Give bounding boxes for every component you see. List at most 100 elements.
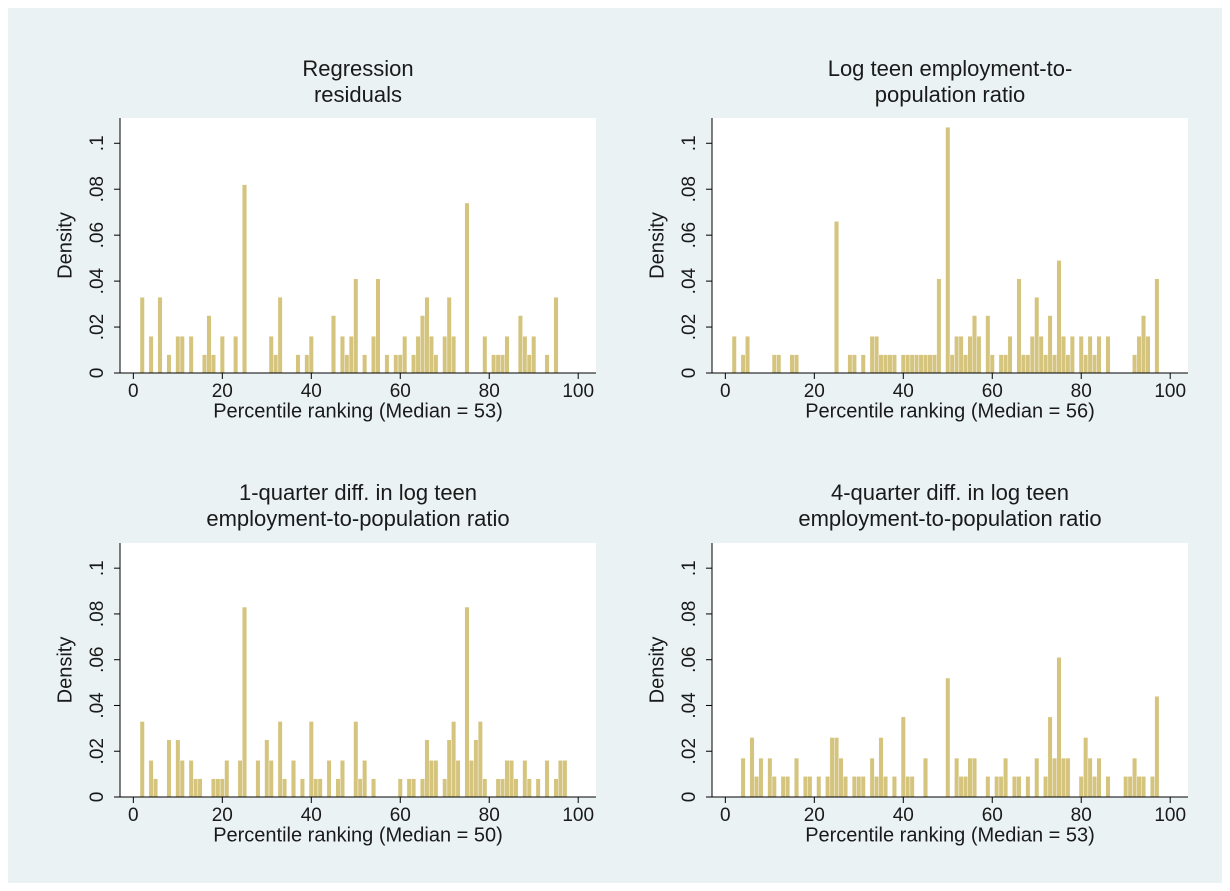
bar <box>313 778 319 798</box>
bar <box>1061 757 1066 798</box>
x-tick-label: 60 <box>390 381 411 402</box>
bar <box>860 776 866 798</box>
bar <box>905 776 911 798</box>
bar <box>785 776 791 798</box>
bar <box>1087 757 1093 798</box>
x-tick-label: 60 <box>390 805 411 826</box>
bar <box>295 354 301 374</box>
bar <box>891 354 897 374</box>
bar <box>794 354 799 374</box>
bar <box>869 336 875 374</box>
bar <box>326 760 332 798</box>
bar <box>771 354 777 374</box>
y-axis-label: Density <box>646 637 668 704</box>
bar <box>900 716 906 798</box>
bar <box>424 739 430 798</box>
bar <box>433 354 439 374</box>
bar <box>353 721 359 798</box>
bar <box>188 760 194 798</box>
x-tick-label: 0 <box>720 805 731 826</box>
bar <box>446 296 452 374</box>
bar <box>776 354 782 374</box>
bar <box>526 354 532 374</box>
bar <box>522 760 528 798</box>
bar <box>1069 336 1075 374</box>
y-tick-label: .04 <box>679 692 700 719</box>
y-tick-label: .08 <box>679 601 700 627</box>
bar <box>331 315 336 374</box>
bar <box>860 354 866 374</box>
x-tick-label: 100 <box>562 381 594 402</box>
bar <box>420 315 425 374</box>
bar <box>891 776 897 798</box>
bar <box>985 315 991 374</box>
bar <box>1127 776 1133 798</box>
bar <box>273 354 279 374</box>
bar <box>923 354 928 374</box>
bar <box>348 336 354 374</box>
bar <box>340 336 345 374</box>
bar <box>1105 336 1111 374</box>
x-tick-label: 20 <box>212 381 233 402</box>
bar <box>139 721 145 798</box>
bar <box>500 778 506 798</box>
bar <box>932 354 937 374</box>
y-tick-label: 0 <box>679 792 700 803</box>
x-tick-label: 20 <box>804 381 825 402</box>
bar <box>887 354 893 374</box>
x-tick-label: 0 <box>128 805 139 826</box>
bar <box>415 336 421 374</box>
bar <box>139 296 145 374</box>
y-tick-label: .06 <box>679 222 700 248</box>
bar <box>740 354 746 374</box>
bar <box>553 778 559 798</box>
bar <box>1136 336 1142 374</box>
bar <box>428 760 434 798</box>
y-tick-label: .04 <box>679 267 700 294</box>
bar <box>1025 354 1031 374</box>
bar <box>308 721 314 798</box>
x-axis-label: Percentile ranking (Median = 50) <box>213 824 503 846</box>
bar <box>495 778 501 798</box>
bar <box>233 336 239 374</box>
bar <box>847 354 853 374</box>
bar <box>1141 776 1146 798</box>
bar <box>242 184 247 374</box>
x-tick-label: 100 <box>1154 805 1186 826</box>
bar <box>1047 315 1053 374</box>
bar <box>758 757 764 798</box>
bar <box>411 354 417 374</box>
bar <box>153 778 159 798</box>
chart-title: residuals <box>314 82 402 107</box>
bar <box>317 778 323 798</box>
chart-title: 4-quarter diff. in log teen <box>831 480 1069 505</box>
bar <box>224 760 230 798</box>
y-tick-label: 0 <box>87 368 108 379</box>
bar <box>994 776 1000 798</box>
chart-title: employment-to-population ratio <box>206 506 509 531</box>
bar <box>754 776 759 798</box>
bar <box>210 354 216 374</box>
bar <box>1056 260 1062 374</box>
bar <box>219 778 225 798</box>
bar <box>517 315 523 374</box>
bar <box>1047 716 1053 798</box>
bar <box>1020 354 1026 374</box>
bar <box>175 739 181 798</box>
bar <box>767 757 773 798</box>
bar <box>384 354 390 374</box>
chart-title: Regression <box>302 56 413 81</box>
bar <box>883 776 888 798</box>
bar <box>268 336 274 374</box>
bar <box>357 778 363 798</box>
bar <box>242 606 247 798</box>
bar <box>843 776 848 798</box>
bar <box>745 336 751 374</box>
x-tick-label: 40 <box>893 805 914 826</box>
bar <box>963 776 968 798</box>
bar <box>1078 776 1084 798</box>
bar <box>495 354 501 374</box>
y-tick-label: 0 <box>679 368 700 379</box>
bar <box>1083 737 1089 798</box>
